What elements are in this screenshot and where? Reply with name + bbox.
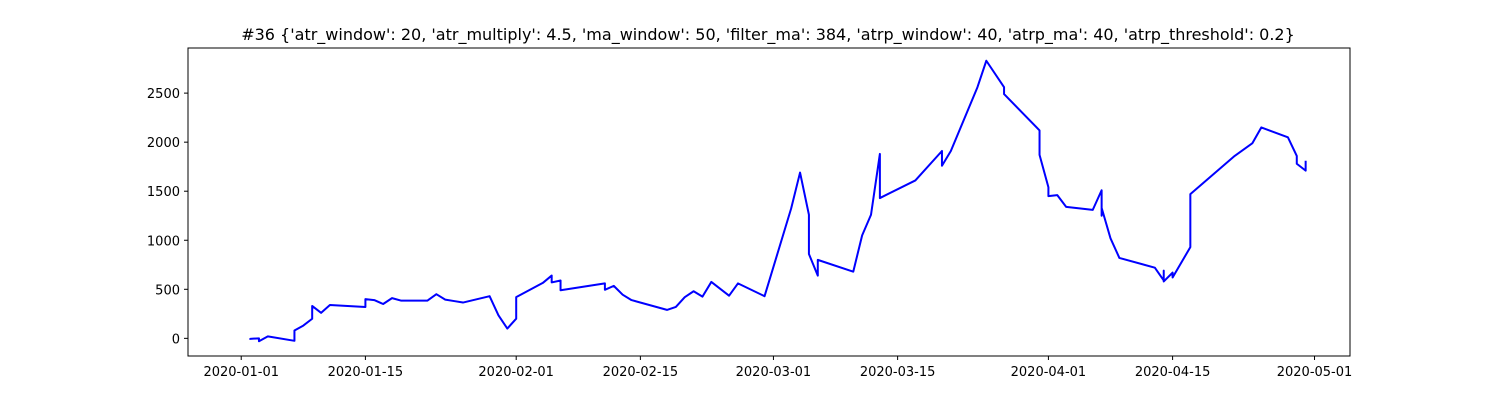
x-tick-label: 2020-03-01: [736, 365, 812, 380]
chart-title: #36 {'atr_window': 20, 'atr_multiply': 4…: [241, 25, 1295, 45]
y-tick-label: 1500: [147, 185, 180, 200]
x-tick-label: 2020-05-01: [1277, 365, 1353, 380]
x-tick-label: 2020-01-01: [203, 365, 279, 380]
x-tick-label: 2020-01-15: [328, 365, 404, 380]
plot-area-frame: [187, 47, 1351, 357]
axis-ticks: 2020-01-01 2020-01-15 2020-02-01 2020-02-15…: [147, 87, 1352, 380]
x-tick-label: 2020-04-01: [1011, 365, 1087, 380]
x-tick-label: 2020-04-15: [1135, 365, 1211, 380]
x-tick-label: 2020-02-01: [478, 365, 554, 380]
x-tick-label: 2020-03-15: [860, 365, 936, 380]
x-tick-label: 2020-02-15: [603, 365, 679, 380]
y-tick-label: 2500: [147, 87, 180, 102]
y-tick-label: 2000: [147, 136, 180, 151]
y-tick-label: 0: [172, 332, 180, 347]
series-layer: [249, 59, 1307, 343]
y-tick-label: 1000: [147, 234, 180, 249]
y-tick-label: 500: [155, 283, 180, 298]
series-line-1: [249, 59, 1307, 343]
